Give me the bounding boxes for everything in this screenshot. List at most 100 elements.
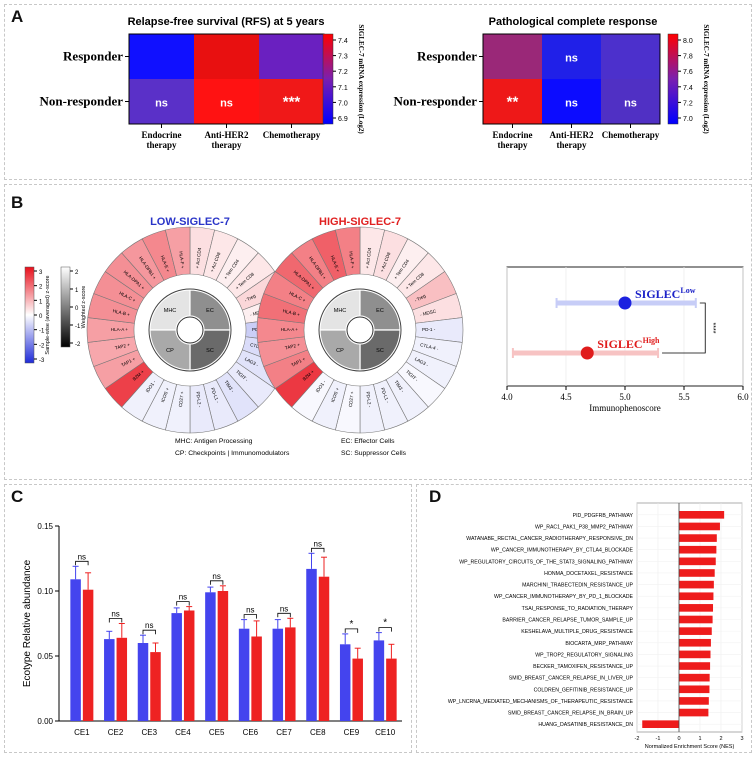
b-cbar2-label: Weighted z-score	[81, 286, 87, 329]
b-high-segment-label: - Treg	[414, 293, 427, 303]
d-bar	[679, 627, 712, 635]
ips-xlabel: Immunophenoscore	[589, 403, 660, 413]
d-bar	[679, 708, 709, 717]
a-right-cell	[542, 34, 601, 79]
c-bar-high	[318, 576, 330, 721]
a-right-col-label: Chemotherapy	[602, 130, 660, 140]
a-left-colorbar-tick-label: 7.0	[338, 100, 348, 107]
c-bar-high	[352, 658, 363, 721]
d-bar	[679, 557, 716, 566]
d-category-label: HONMA_DOCETAXEL_RESISTANCE	[544, 571, 633, 577]
a-left-col-label: Endocrine	[141, 130, 181, 140]
b-high-segment-label: - MDSC	[420, 308, 438, 317]
a-left-col-label: Chemotherapy	[263, 130, 321, 140]
ips-tick-label: 4.0	[501, 392, 513, 402]
c-ytick-label: 0.00	[37, 717, 53, 726]
d-category-label: WP_CANCER_IMMUNOTHERAPY_BY_PD_1_BLOCKADE	[494, 594, 633, 600]
b-high-quadrant-label: MHC	[334, 308, 347, 314]
panel-d-gsea-chart: -2 -1 0 1 2 3 PID_PDGFRB_PATHWAY WP_RAC1_PAK1_P…	[448, 502, 744, 750]
b-cbar1-tick-label: -1	[39, 329, 45, 335]
c-ytick-label: 0.15	[37, 522, 53, 531]
c-bar-high	[150, 652, 161, 721]
a-right-colorbar-tick-label: 7.4	[683, 85, 693, 92]
c-xtick-label: CE7	[276, 728, 292, 737]
d-category-label: PID_PDGFRB_PATHWAY	[573, 513, 634, 519]
d-xtick-label: -1	[656, 736, 661, 742]
b-cbar1-tick-label: 2	[39, 285, 43, 291]
panel-a: A Relapse-free survival (RFS) at 5 years…	[4, 4, 752, 180]
b-low-segment-label: HLA-A +	[111, 327, 129, 332]
b-cbar1-label: Sample-wise (averaged) z-score	[45, 275, 51, 354]
b-legend-ec: EC: Effector Cells	[341, 438, 395, 445]
b-low-quadrant	[189, 329, 231, 371]
b-cbar2-colorbar	[60, 266, 71, 348]
c-xtick-label: CE6	[243, 728, 259, 737]
d-category-label: SMID_BREAST_CANCER_RELAPSE_IN_BRAIN_UP	[508, 711, 634, 717]
a-left-title: Relapse-free survival (RFS) at 5 years	[128, 16, 325, 28]
c-bar-high	[82, 589, 94, 721]
b-high-inner-ring	[318, 288, 402, 372]
c-sig-label: ns	[145, 621, 153, 630]
ips-mean-point	[618, 296, 632, 310]
b-cbar2-tick-label: -2	[75, 342, 81, 348]
b-low-quadrant	[189, 289, 231, 331]
ips-series-label: SIGLECLow	[635, 286, 696, 301]
c-sig-bracket	[378, 627, 392, 632]
b-high-hub	[346, 316, 374, 344]
d-bar	[679, 615, 713, 624]
a-right-colorbar-tick-label: 7.2	[683, 100, 693, 107]
c-sig-label: ns	[78, 552, 86, 561]
a-right-col-label: Anti-HER2	[549, 130, 594, 140]
ips-sig-label: ****	[709, 323, 716, 334]
b-low-quadrant-label: MHC	[164, 308, 177, 314]
panel-b-label: B	[11, 193, 24, 212]
d-category-label: WP_TROP2_REGULATORY_SIGNALING	[535, 652, 633, 658]
a-left-colorbar-tick-label: 7.3	[338, 54, 348, 61]
a-left-col-label: therapy	[147, 140, 177, 150]
b-high-quadrant	[359, 329, 401, 371]
b-high-segment-label: PD-1 -	[422, 327, 436, 332]
b-low-quadrant	[149, 329, 191, 371]
c-xtick-label: CE10	[375, 728, 396, 737]
a-left-cell	[194, 79, 259, 124]
ips-sig-bracket	[662, 302, 706, 354]
d-category-label: BARRIER_CANCER_RELAPSE_TUMOR_SAMPLE_UP	[502, 618, 633, 624]
d-bar	[679, 650, 711, 659]
c-xtick-label: CE9	[344, 728, 360, 737]
ips-mean-point	[580, 346, 594, 360]
c-bar-high	[217, 591, 229, 721]
a-right-cell	[601, 79, 660, 124]
a-left-cell	[259, 34, 324, 79]
b-high-segment-label: TAP1 +	[290, 356, 306, 368]
c-sig-bracket	[142, 629, 156, 635]
b-cbar1-tick-label: -2	[39, 343, 45, 349]
a-right-col-label: therapy	[498, 140, 528, 150]
c-bar-low	[272, 628, 284, 721]
d-category-label: WP_LNCRNA_MEDIATED_MECHANISMS_OF_THERAPE…	[448, 699, 634, 705]
a-right-cell-significance: **	[507, 94, 519, 111]
b-low-segment-label: ICOS +	[160, 387, 170, 403]
d-bar	[679, 580, 714, 589]
d-bar	[679, 545, 717, 554]
b-high-segment-label: + Act CD4	[365, 247, 373, 269]
c-bar-low	[339, 644, 351, 721]
b-low-segment-label: PD-L1 -	[210, 387, 220, 404]
b-high-quadrant-label: CP	[336, 348, 344, 354]
d-category-label: WP_RAC1_PAK1_P38_MMP2_PATHWAY	[535, 524, 634, 530]
c-sig-label: ns	[212, 572, 220, 581]
d-xtick-label: 2	[719, 736, 722, 742]
c-bar-low	[70, 579, 81, 721]
b-low-segment	[164, 226, 191, 276]
b-low-segment-label: TAP1 +	[120, 356, 136, 368]
b-low-segment-label: PD-L2 -	[195, 391, 202, 408]
b-high-quadrant	[359, 289, 401, 331]
a-right-frame	[482, 33, 661, 125]
ips-series-label-sup: High	[643, 336, 660, 345]
ips-tick-label: 5.5	[678, 392, 690, 402]
ips-series-label-main: SIGLEC	[597, 337, 642, 351]
a-left-row-label: Responder	[63, 49, 123, 64]
b-cbar1-tick-label: 3	[39, 270, 43, 276]
b-high-segment-label: HLA-B +	[282, 308, 300, 317]
a-left-colorbar-tick-label: 7.4	[338, 38, 348, 45]
b-low-segment-label: CD27 +	[178, 391, 185, 408]
